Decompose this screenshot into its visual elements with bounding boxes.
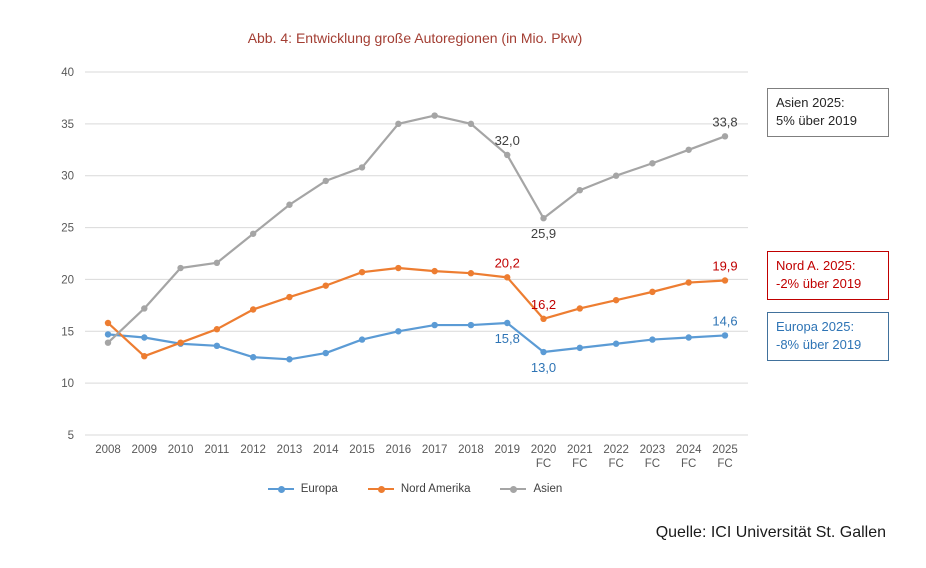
legend-item-europa: Europa <box>267 483 338 495</box>
svg-text:2017: 2017 <box>422 444 448 456</box>
svg-text:15,8: 15,8 <box>495 331 520 346</box>
svg-text:2024: 2024 <box>676 444 702 456</box>
svg-text:10: 10 <box>61 378 74 390</box>
legend-item-asien: Asien <box>500 483 562 495</box>
svg-text:FC: FC <box>572 458 587 470</box>
svg-text:2011: 2011 <box>205 444 230 456</box>
svg-text:35: 35 <box>61 119 74 131</box>
svg-text:2018: 2018 <box>458 444 484 456</box>
svg-text:2012: 2012 <box>240 444 266 456</box>
svg-text:19,9: 19,9 <box>712 258 737 273</box>
svg-text:2015: 2015 <box>349 444 375 456</box>
source-caption: Quelle: ICI Universität St. Gallen <box>655 524 886 541</box>
svg-text:2013: 2013 <box>277 444 303 456</box>
annotation-europa-2025: Europa 2025: -8% über 2019 <box>767 312 889 362</box>
svg-text:15: 15 <box>61 326 74 338</box>
annotation-line: -8% über 2019 <box>776 337 862 353</box>
svg-text:13,0: 13,0 <box>531 360 556 375</box>
svg-text:32,0: 32,0 <box>495 133 520 148</box>
svg-text:20: 20 <box>61 274 74 286</box>
svg-text:2020: 2020 <box>531 444 557 456</box>
svg-text:2019: 2019 <box>494 444 520 456</box>
legend-label: Nord Amerika <box>400 483 471 495</box>
legend-line-marker-icon <box>500 485 527 493</box>
svg-text:2009: 2009 <box>131 444 157 456</box>
svg-text:25: 25 <box>61 223 74 235</box>
svg-text:FC: FC <box>536 458 551 470</box>
chart-legend: Europa Nord Amerika Asien <box>85 483 745 495</box>
svg-text:2014: 2014 <box>313 444 339 456</box>
svg-text:33,8: 33,8 <box>712 114 737 129</box>
legend-line-marker-icon <box>367 485 394 493</box>
chart-title: Abb. 4: Entwicklung große Autoregionen (… <box>247 30 583 46</box>
svg-text:14,6: 14,6 <box>712 313 737 328</box>
legend-label: Asien <box>533 483 563 495</box>
svg-text:FC: FC <box>717 458 732 470</box>
annotation-line: Nord A. 2025: <box>776 258 856 273</box>
svg-text:16,2: 16,2 <box>531 297 556 312</box>
svg-text:20,2: 20,2 <box>495 255 520 270</box>
legend-line-marker-icon <box>267 485 294 493</box>
svg-text:FC: FC <box>645 458 660 470</box>
svg-text:FC: FC <box>608 458 623 470</box>
svg-text:2008: 2008 <box>95 444 121 456</box>
legend-label: Europa <box>300 483 338 495</box>
svg-text:2016: 2016 <box>386 444 412 456</box>
svg-text:2010: 2010 <box>168 444 194 456</box>
annotation-line: Asien 2025: <box>776 95 845 110</box>
svg-text:2025: 2025 <box>712 444 738 456</box>
svg-text:FC: FC <box>681 458 696 470</box>
annotation-line: -2% über 2019 <box>776 276 862 292</box>
svg-text:2022: 2022 <box>603 444 629 456</box>
annotation-line: 5% über 2019 <box>776 113 857 129</box>
svg-text:5: 5 <box>68 430 74 442</box>
svg-text:30: 30 <box>61 171 74 183</box>
annotation-nordamerika-2025: Nord A. 2025: -2% über 2019 <box>767 251 889 301</box>
svg-text:2023: 2023 <box>640 444 666 456</box>
svg-text:2021: 2021 <box>567 444 593 456</box>
svg-text:25,9: 25,9 <box>531 226 556 241</box>
annotation-line: Europa 2025: <box>776 319 855 334</box>
svg-text:40: 40 <box>61 67 74 79</box>
legend-item-nord-amerika: Nord Amerika <box>367 483 471 495</box>
annotation-asien-2025: Asien 2025: 5% über 2019 <box>767 88 889 138</box>
